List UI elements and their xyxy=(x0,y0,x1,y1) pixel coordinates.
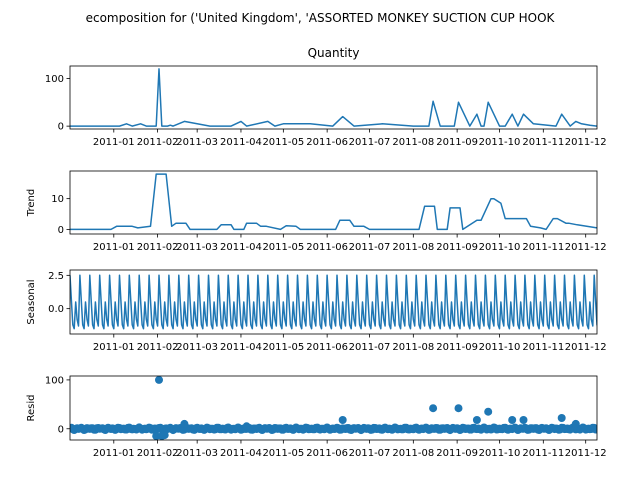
x-tick-label: 2011-03 xyxy=(176,137,218,148)
x-tick-label: 2011-02 xyxy=(137,137,179,148)
x-tick-label: 2011-08 xyxy=(392,242,434,253)
y-tick-label: 0 xyxy=(58,424,64,435)
x-tick-label: 2011-10 xyxy=(479,137,521,148)
y-axis-label: Seasonal xyxy=(26,279,37,324)
resid-point-highlight xyxy=(484,407,493,416)
resid-point-highlight xyxy=(429,404,438,413)
x-tick-label: 2011-11 xyxy=(522,448,564,459)
resid-point-highlight xyxy=(180,419,189,428)
series-line xyxy=(70,173,597,231)
x-tick-label: 2011-10 xyxy=(479,448,521,459)
x-tick-label: 2011-08 xyxy=(392,137,434,148)
y-tick-label: 0 xyxy=(58,122,64,133)
x-tick-label: 2011-05 xyxy=(262,242,304,253)
x-tick-label: 2011-05 xyxy=(262,137,304,148)
x-tick-label: 2011-12 xyxy=(565,448,607,459)
x-tick-label: 2011-11 xyxy=(522,242,564,253)
resid-point-highlight xyxy=(472,416,481,424)
x-tick-label: 2011-12 xyxy=(565,342,607,353)
x-tick-label: 2011-02 xyxy=(137,242,179,253)
x-tick-label: 2011-02 xyxy=(137,448,179,459)
panel-title: Quantity xyxy=(308,46,360,60)
x-tick-label: 2011-09 xyxy=(436,448,478,459)
x-tick-label: 2011-04 xyxy=(220,137,262,148)
x-tick-label: 2011-06 xyxy=(306,137,348,148)
x-tick-label: 2011-10 xyxy=(479,242,521,253)
x-tick-label: 2011-09 xyxy=(436,242,478,253)
x-tick-label: 2011-10 xyxy=(479,342,521,353)
x-tick-label: 2011-06 xyxy=(306,342,348,353)
series-line xyxy=(70,274,597,330)
resid-point-highlight xyxy=(152,432,161,440)
resid-point-highlight xyxy=(155,376,163,384)
resid-point-highlight xyxy=(557,414,566,422)
axes-frame xyxy=(69,269,598,335)
figure-suptitle: ecomposition for ('United Kingdom', 'ASS… xyxy=(86,11,556,25)
y-tick-label: 0 xyxy=(58,225,64,236)
x-tick-label: 2011-04 xyxy=(220,342,262,353)
y-tick-label: 10 xyxy=(51,194,64,205)
x-tick-label: 2011-09 xyxy=(436,342,478,353)
x-tick-label: 2011-07 xyxy=(349,448,391,459)
x-tick-label: 2011-12 xyxy=(565,242,607,253)
x-tick-label: 2011-04 xyxy=(220,242,262,253)
resid-point-highlight xyxy=(571,419,580,428)
x-tick-label: 2011-07 xyxy=(349,137,391,148)
x-tick-label: 2011-09 xyxy=(436,137,478,148)
y-axis-label: Resid xyxy=(26,395,37,422)
resid-point-highlight xyxy=(160,431,169,440)
y-tick-label: 2.5 xyxy=(48,271,64,282)
x-tick-label: 2011-08 xyxy=(392,448,434,459)
resid-point-highlight xyxy=(338,416,347,424)
x-tick-label: 2011-08 xyxy=(392,342,434,353)
x-tick-label: 2011-07 xyxy=(349,242,391,253)
x-tick-label: 2011-01 xyxy=(93,242,135,253)
x-tick-label: 2011-12 xyxy=(565,137,607,148)
x-tick-label: 2011-01 xyxy=(93,137,135,148)
x-tick-label: 2011-06 xyxy=(306,242,348,253)
resid-point xyxy=(593,425,597,434)
x-tick-label: 2011-11 xyxy=(522,342,564,353)
x-tick-label: 2011-11 xyxy=(522,137,564,148)
series-line xyxy=(70,68,597,127)
x-tick-label: 2011-01 xyxy=(93,448,135,459)
resid-point-highlight xyxy=(242,422,251,431)
x-tick-label: 2011-03 xyxy=(176,242,218,253)
axes-frame xyxy=(69,65,598,130)
x-tick-label: 2011-03 xyxy=(176,448,218,459)
x-tick-label: 2011-05 xyxy=(262,342,304,353)
y-tick-label: 100 xyxy=(45,375,64,386)
x-tick-label: 2011-04 xyxy=(220,448,262,459)
axes-frame xyxy=(69,170,598,235)
x-tick-label: 2011-01 xyxy=(93,342,135,353)
axes-frame xyxy=(69,375,598,441)
resid-point-highlight xyxy=(519,416,528,424)
resid-point-highlight xyxy=(454,404,463,413)
y-tick-label: 0.0 xyxy=(48,304,64,315)
x-tick-label: 2011-07 xyxy=(349,342,391,353)
y-axis-label: Trend xyxy=(26,189,37,217)
x-tick-label: 2011-03 xyxy=(176,342,218,353)
y-tick-label: 100 xyxy=(45,74,64,85)
resid-point-highlight xyxy=(508,416,517,424)
x-tick-label: 2011-05 xyxy=(262,448,304,459)
x-tick-label: 2011-06 xyxy=(306,448,348,459)
x-tick-label: 2011-02 xyxy=(137,342,179,353)
